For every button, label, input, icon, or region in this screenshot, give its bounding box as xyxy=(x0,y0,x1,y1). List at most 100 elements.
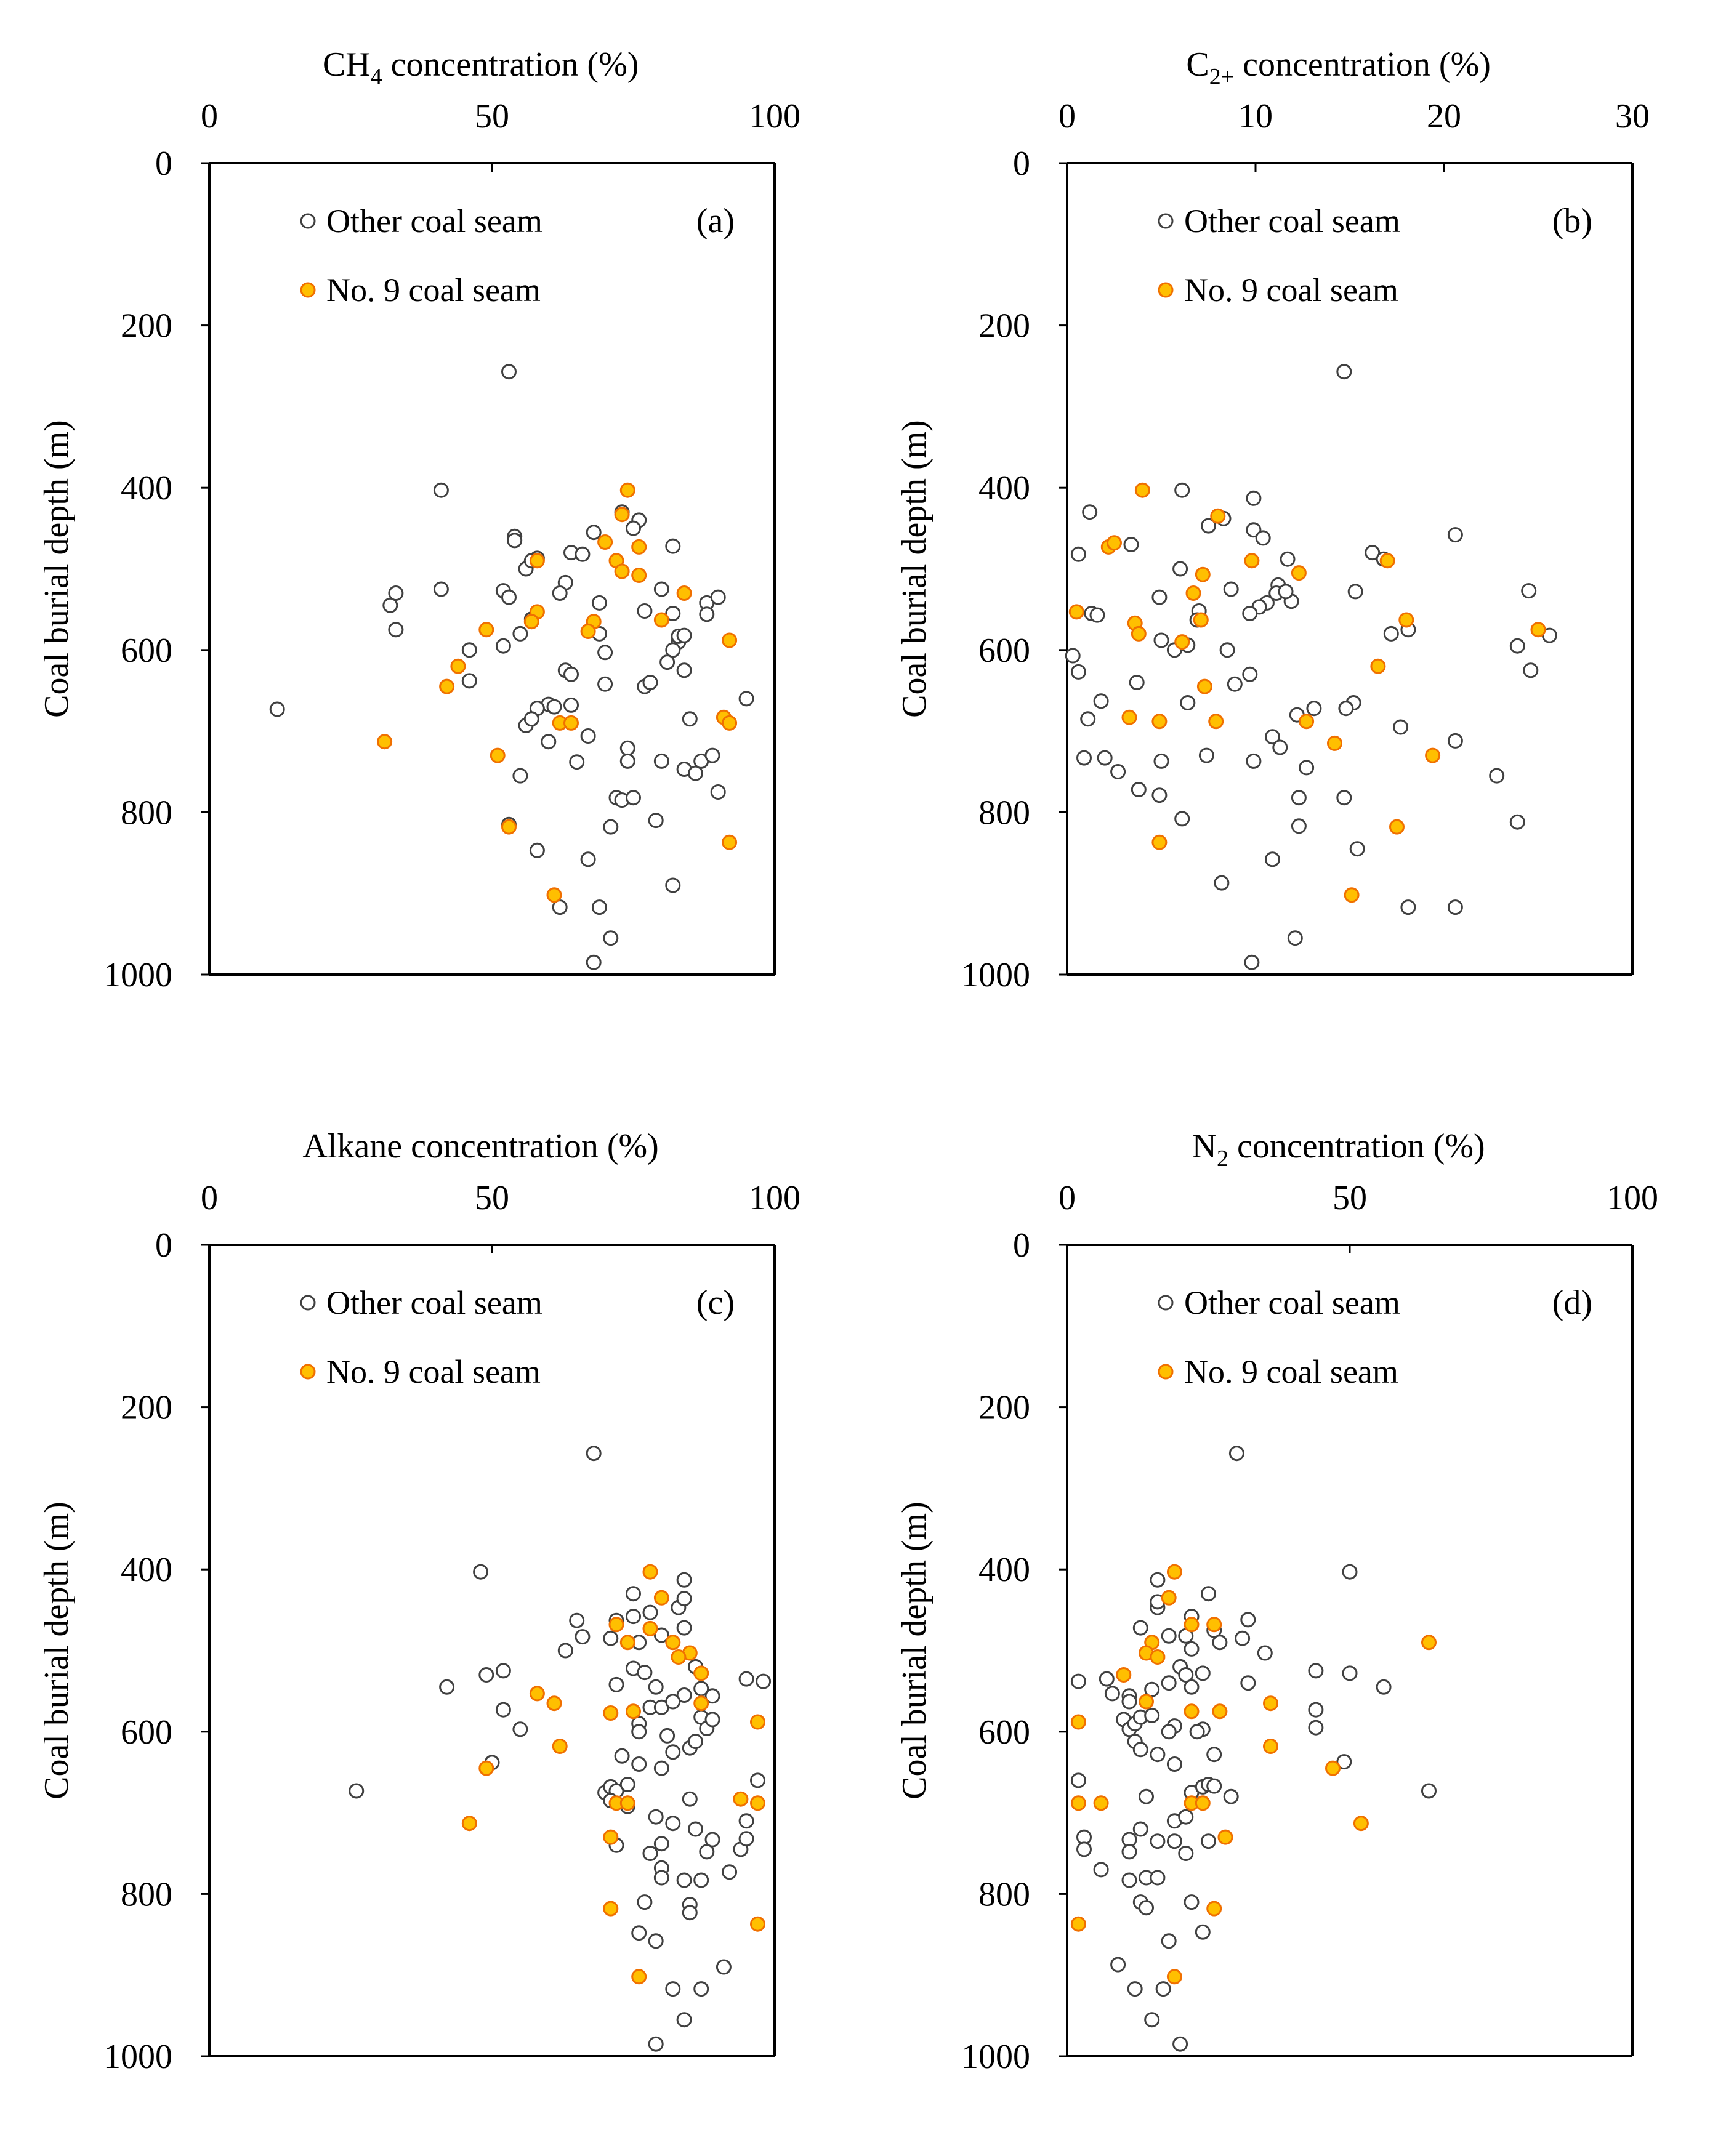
data-point xyxy=(1389,819,1405,835)
data-point xyxy=(1161,1933,1177,1949)
data-point xyxy=(722,632,738,648)
x-axis-title: N2 concentration (%) xyxy=(1192,1127,1485,1172)
series-no9-coal-seam xyxy=(461,1564,765,1985)
data-point xyxy=(1184,1679,1200,1695)
data-point xyxy=(710,589,726,605)
x-axis-title-subscript: 2 xyxy=(1217,1146,1228,1172)
legend: Other coal seam No. 9 coal seam xyxy=(1158,203,1400,308)
x-tick-label: 0 xyxy=(1059,97,1076,135)
data-point xyxy=(1080,711,1096,727)
data-point xyxy=(1178,1809,1194,1825)
data-point xyxy=(738,1831,754,1847)
data-point xyxy=(388,622,404,638)
data-point xyxy=(507,533,523,549)
data-point xyxy=(586,525,602,541)
data-point xyxy=(1184,1894,1200,1910)
data-point xyxy=(512,625,528,642)
data-point xyxy=(637,1665,653,1681)
data-point xyxy=(1151,787,1168,803)
data-point xyxy=(1242,666,1258,682)
data-point xyxy=(1110,764,1126,779)
data-point xyxy=(716,1959,732,1975)
y-tick-label: 0 xyxy=(155,145,172,183)
data-point xyxy=(1161,1590,1177,1606)
data-point xyxy=(597,676,613,692)
data-point xyxy=(676,1872,692,1888)
data-point xyxy=(608,1676,624,1692)
data-point xyxy=(439,678,455,694)
data-point xyxy=(653,581,669,597)
data-point xyxy=(659,654,676,670)
data-point xyxy=(665,1744,681,1760)
data-point xyxy=(1166,1833,1182,1849)
data-point xyxy=(693,1981,709,1997)
data-point xyxy=(563,666,579,682)
data-point xyxy=(1076,1841,1092,1857)
data-point xyxy=(619,753,635,769)
data-point xyxy=(682,1791,698,1807)
data-point xyxy=(688,765,703,781)
data-point xyxy=(597,645,613,661)
data-point xyxy=(1193,612,1209,628)
data-point xyxy=(552,899,568,915)
y-axis-title: Coal burial depth (m) xyxy=(895,420,934,718)
data-point xyxy=(619,740,635,756)
data-point xyxy=(529,1686,545,1702)
y-tick-label: 600 xyxy=(121,1713,172,1752)
y-tick-label: 1000 xyxy=(103,2038,172,2076)
data-point xyxy=(1132,1620,1148,1636)
data-point xyxy=(1139,1788,1154,1804)
y-tick-label: 200 xyxy=(978,1389,1030,1427)
data-point xyxy=(722,715,738,731)
data-point xyxy=(1246,490,1262,506)
data-point xyxy=(1070,1772,1086,1788)
data-point xyxy=(552,585,568,601)
data-point xyxy=(1155,1981,1171,1997)
series-other-coal-seam xyxy=(349,1446,772,2052)
data-point xyxy=(495,638,511,654)
data-point xyxy=(1421,1635,1437,1651)
data-point xyxy=(1144,2012,1160,2028)
data-point xyxy=(490,747,506,763)
legend-label: Other coal seam xyxy=(326,1284,542,1321)
data-point xyxy=(1530,622,1546,638)
data-point xyxy=(1228,1446,1244,1462)
data-point xyxy=(1070,1916,1086,1932)
data-point xyxy=(1447,899,1463,915)
data-point xyxy=(733,1791,749,1807)
data-point xyxy=(1425,747,1441,763)
data-point xyxy=(619,1795,635,1811)
y-tick-label: 400 xyxy=(121,469,172,507)
data-point xyxy=(1291,565,1307,581)
data-point xyxy=(586,1446,602,1462)
data-point xyxy=(1070,1714,1086,1730)
data-point xyxy=(642,1604,658,1620)
data-point xyxy=(541,734,557,750)
data-point xyxy=(676,627,692,643)
data-point xyxy=(642,1564,658,1580)
x-axis-title: C2+ concentration (%) xyxy=(1186,46,1491,90)
data-point xyxy=(1447,733,1463,749)
data-point xyxy=(1393,719,1409,735)
y-tick-label: 200 xyxy=(121,307,172,345)
series-other-coal-seam xyxy=(269,364,754,970)
x-axis-title-rest: concentration (%) xyxy=(1228,1127,1485,1165)
data-point xyxy=(671,1649,687,1665)
data-point xyxy=(1195,1665,1211,1681)
data-point xyxy=(1151,714,1168,730)
legend: Other coal seam No. 9 coal seam xyxy=(300,203,542,308)
data-point xyxy=(1265,851,1280,867)
data-point xyxy=(693,1681,709,1697)
data-point xyxy=(1240,1612,1256,1628)
data-point xyxy=(1189,1724,1205,1740)
data-point xyxy=(1342,1665,1358,1681)
data-point xyxy=(1370,658,1386,674)
data-point xyxy=(1201,1833,1216,1849)
data-point xyxy=(1178,1667,1194,1683)
y-tick-label: 1000 xyxy=(103,956,172,994)
panel-label: (c) xyxy=(696,1284,735,1322)
data-point xyxy=(1201,1586,1216,1602)
data-point xyxy=(1227,676,1243,692)
data-point xyxy=(642,1846,658,1861)
